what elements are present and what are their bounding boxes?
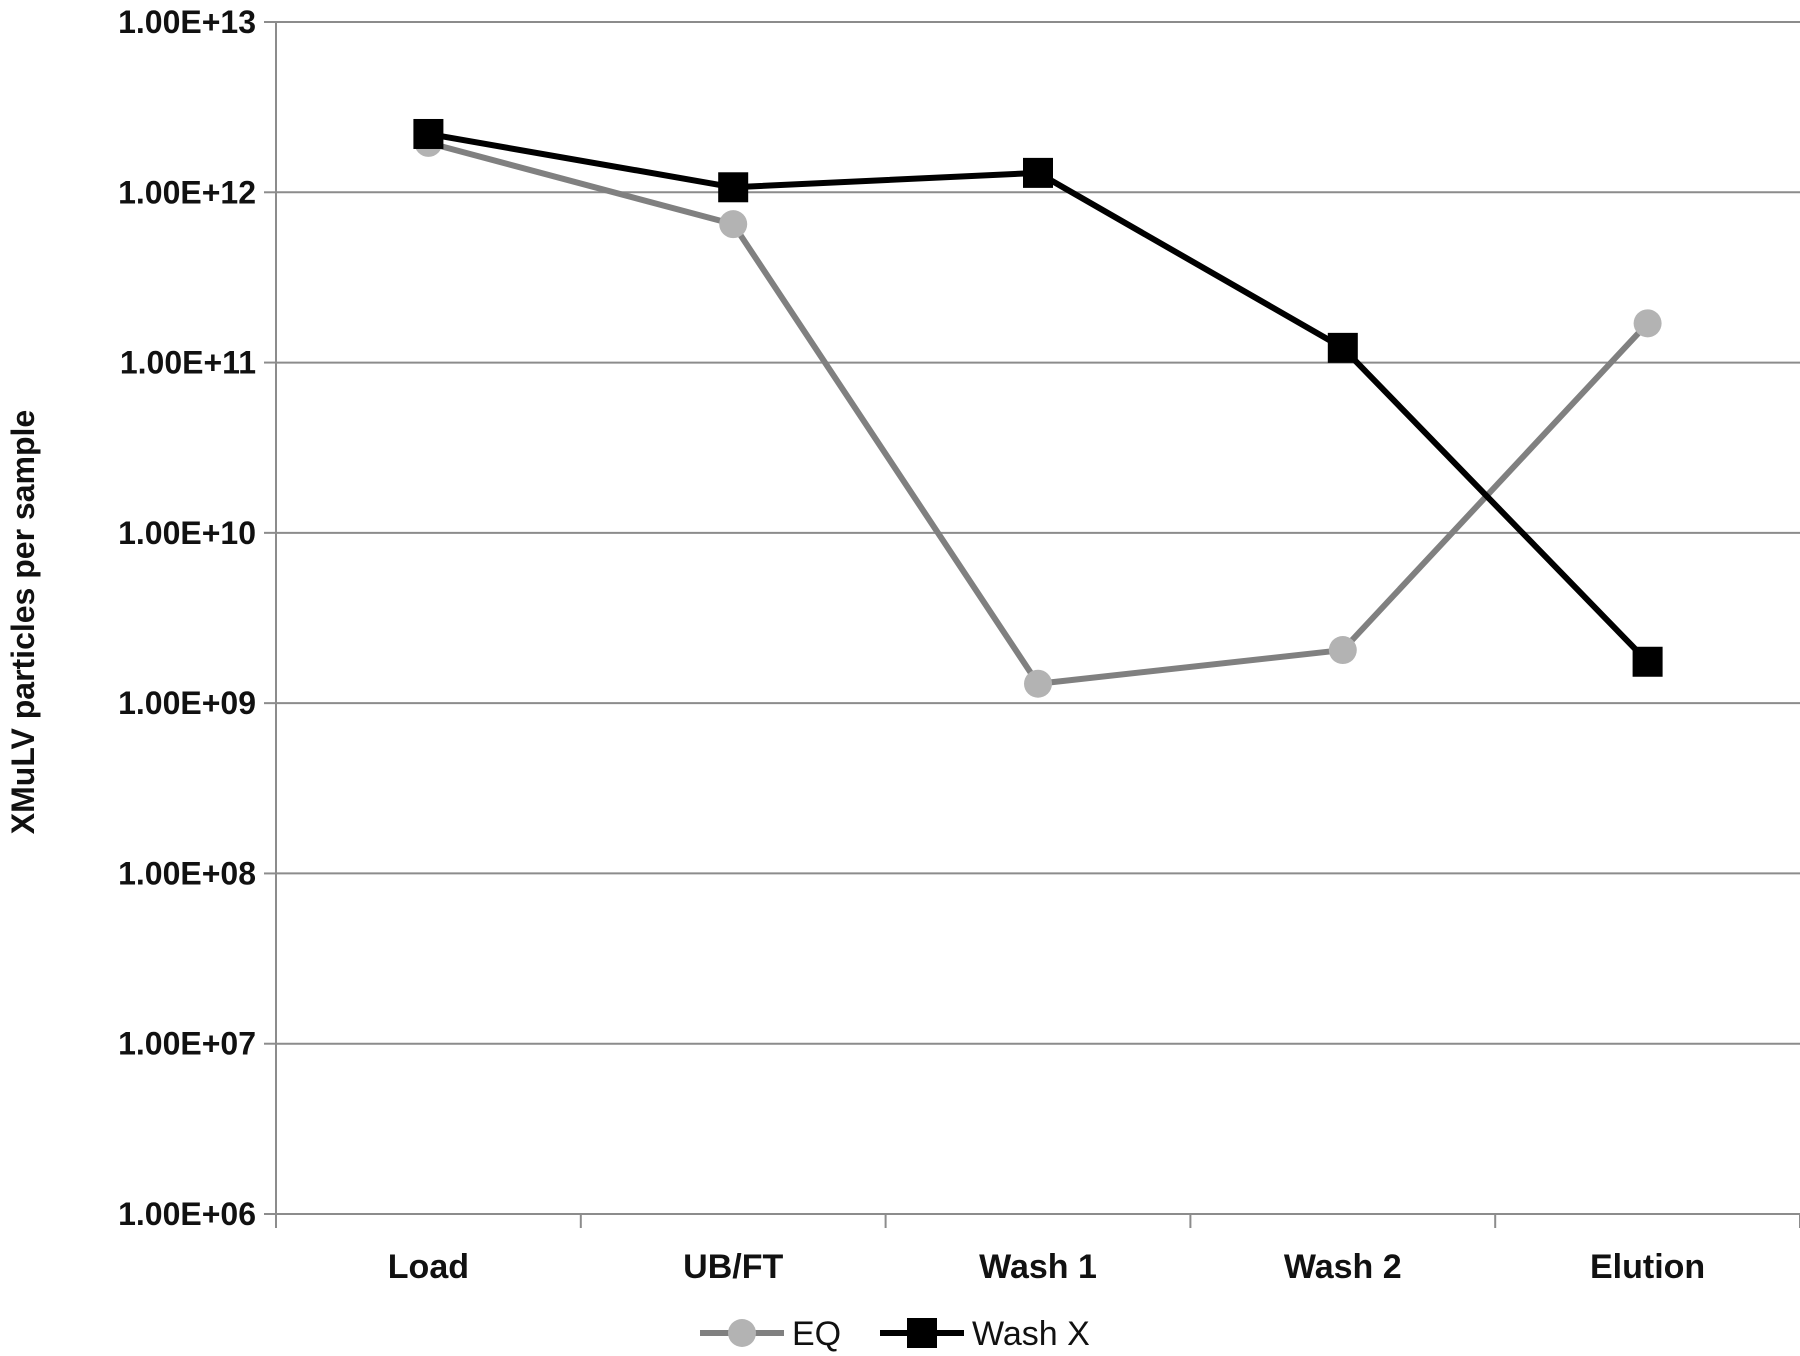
- series-eq: [414, 128, 1662, 698]
- y-tick-label: 1.00E+10: [118, 515, 256, 551]
- y-tick-label: 1.00E+06: [118, 1196, 256, 1232]
- legend: EQ Wash X: [700, 1315, 1090, 1353]
- x-tick-label: Elution: [1590, 1248, 1705, 1286]
- y-tick-labels: 1.00E+06 1.00E+07 1.00E+08 1.00E+09 1.00E+10…: [118, 4, 256, 1232]
- x-tick-label: UB/FT: [683, 1248, 783, 1286]
- x-tick-label: Load: [388, 1248, 469, 1286]
- series-line: [427, 131, 1650, 664]
- legend-item-eq: EQ: [700, 1315, 841, 1353]
- y-tick-label: 1.00E+13: [118, 4, 256, 40]
- data-point: [1632, 646, 1663, 677]
- legend-label: Wash X: [972, 1315, 1090, 1353]
- data-point: [1328, 636, 1357, 665]
- legend-label: EQ: [792, 1315, 841, 1353]
- y-tick-label: 1.00E+11: [120, 345, 256, 381]
- data-point: [1327, 332, 1358, 363]
- y-tick-label: 1.00E+09: [118, 685, 256, 721]
- y-tick-label: 1.00E+07: [118, 1026, 256, 1062]
- series: [413, 118, 1663, 698]
- legend-marker: [907, 1318, 937, 1348]
- y-axis-title: XMuLV particles per sample: [5, 410, 41, 834]
- gridlines: [276, 21, 1800, 1045]
- data-point: [1633, 309, 1662, 338]
- x-tick-label: Wash 1: [979, 1248, 1097, 1286]
- legend-marker: [728, 1319, 756, 1347]
- y-tick-label: 1.00E+08: [118, 855, 256, 891]
- legend-item-wash-x: Wash X: [880, 1315, 1090, 1353]
- data-point: [719, 210, 748, 239]
- data-point: [1023, 157, 1053, 188]
- x-tick-labels: Load UB/FT Wash 1 Wash 2 Elution: [388, 1248, 1705, 1286]
- series-line: [427, 139, 1650, 687]
- x-tick-label: Wash 2: [1284, 1248, 1402, 1286]
- data-point: [413, 118, 444, 149]
- y-tick-label: 1.00E+12: [118, 174, 256, 210]
- axes: [264, 21, 1800, 1228]
- data-point: [1024, 669, 1052, 698]
- series-wash-x: [413, 118, 1663, 677]
- data-point: [718, 172, 749, 203]
